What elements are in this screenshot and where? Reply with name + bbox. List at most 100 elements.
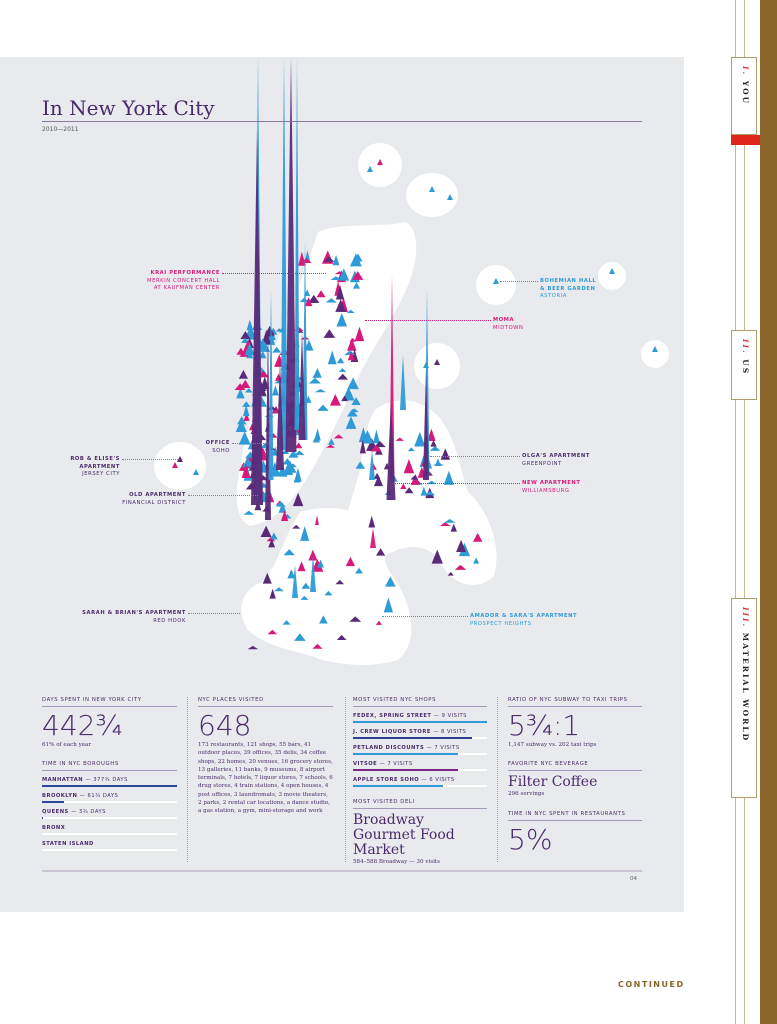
bar-fill — [42, 785, 177, 788]
leader-line — [500, 281, 538, 282]
visit-spike — [375, 620, 383, 625]
visit-spike — [241, 337, 249, 343]
shops-item: PETLAND DISCOUNTS — 7 VISITS — [353, 745, 487, 755]
restaurants-heading: TIME IN NYC SPENT IN RESTAURANTS — [508, 811, 642, 821]
visit-spike — [369, 450, 375, 480]
visit-spike — [277, 464, 288, 477]
visit-spike — [298, 251, 306, 266]
visit-spike — [261, 329, 272, 345]
visit-spike — [431, 549, 443, 564]
visit-spike — [414, 431, 426, 447]
bar-track — [353, 721, 487, 723]
ratio-value: 5¾:1 — [508, 709, 581, 742]
visit-spike — [280, 57, 288, 450]
visit-spike — [308, 294, 320, 303]
visit-spike — [347, 337, 357, 351]
visit-spike — [234, 383, 246, 390]
visit-spike — [472, 532, 483, 542]
visit-spike — [424, 491, 436, 496]
continued-link[interactable]: CONTINUED — [618, 980, 685, 989]
visit-spike — [473, 557, 480, 564]
visit-spike — [386, 400, 396, 500]
visit-spike — [243, 412, 250, 421]
label-amador-sara: AMADOR & SARA'S APARTMENT PROSPECT HEIGHT… — [470, 613, 578, 627]
visit-spike — [430, 440, 437, 447]
visit-spike — [282, 620, 291, 625]
visit-spike — [312, 434, 320, 443]
leader-line — [188, 613, 240, 614]
visit-spike — [434, 359, 440, 365]
boroughs-heading: TIME IN NYC BOROUGHS — [42, 761, 177, 772]
visit-spike — [272, 384, 279, 396]
visit-spike — [330, 276, 342, 281]
visit-spike — [400, 355, 406, 410]
visit-spike — [287, 569, 296, 579]
places-section: NYC PLACES VISITED 648 173 restaurants, … — [198, 697, 333, 816]
page-title: In New York City — [42, 96, 215, 120]
bar-fill — [353, 753, 458, 755]
visit-spike — [344, 350, 356, 356]
visit-spike — [354, 326, 365, 342]
bar-fill — [353, 785, 443, 787]
visit-spike — [324, 590, 333, 596]
visit-spike — [420, 486, 428, 496]
tab-us[interactable]: II. US — [731, 330, 757, 400]
visit-spike — [427, 428, 436, 441]
places-value: 648 — [198, 709, 252, 742]
visit-spike — [312, 643, 323, 649]
visit-spike — [323, 329, 336, 338]
beverage-sub: 296 servings — [508, 791, 545, 798]
visit-spike — [345, 416, 357, 429]
divider — [187, 697, 188, 862]
visit-spike — [373, 475, 383, 487]
visit-spike — [315, 515, 319, 525]
ratio-sub: 1,147 subway vs. 202 taxi trips — [508, 742, 597, 748]
visit-spike — [395, 437, 405, 441]
tab-material-world[interactable]: III. MATERIAL WORLD — [731, 598, 757, 798]
visit-spike — [316, 290, 326, 298]
brown-edge — [760, 0, 777, 1024]
visit-spike — [292, 524, 301, 529]
visit-spike — [269, 588, 276, 599]
label-old-apartment: OLD APARTMENT FINANCIAL DISTRICT — [122, 492, 186, 506]
visit-spike — [385, 576, 396, 587]
bar-fill — [353, 769, 458, 771]
shop-list: FEDEX, SPRING STREET — 9 VISITS J. CREW L… — [353, 713, 487, 787]
tab-you[interactable]: I. YOU — [731, 57, 757, 135]
visit-spike — [434, 458, 441, 466]
visit-spike — [349, 408, 359, 413]
visit-spike — [336, 312, 348, 327]
deli-heading: MOST VISITED DELI — [353, 799, 487, 809]
visit-spike — [352, 271, 364, 280]
boroughs-item: MANHATTAN — 377¾ DAYS — [42, 777, 177, 788]
bottom-rule — [42, 870, 642, 872]
visit-spike — [335, 579, 345, 585]
leader-line — [395, 483, 520, 484]
visit-spike — [400, 483, 407, 489]
visit-spike — [335, 299, 347, 312]
visit-spike — [275, 328, 283, 332]
visit-spike — [294, 467, 302, 482]
bar-track — [42, 849, 177, 852]
visit-spike — [236, 347, 246, 355]
visit-spike — [376, 548, 386, 556]
deli-name: Broadway Gourmet Food Market — [353, 812, 455, 858]
visit-spike — [355, 461, 366, 469]
visit-spike — [368, 515, 376, 528]
bar-track — [353, 785, 487, 787]
visit-spike — [285, 57, 297, 452]
bar-fill — [42, 801, 64, 804]
visit-spike — [241, 463, 251, 479]
visit-spike — [333, 434, 344, 439]
visit-spike — [268, 290, 274, 480]
visit-spike — [429, 445, 441, 451]
visit-spike — [308, 377, 321, 384]
visit-spike — [267, 629, 278, 635]
visit-spike — [193, 469, 199, 475]
visit-spike — [373, 440, 386, 448]
visit-spike — [238, 369, 249, 379]
visit-spike — [242, 457, 254, 468]
visit-spike — [273, 587, 284, 592]
visit-spike — [298, 330, 306, 440]
visit-spike — [272, 346, 282, 353]
